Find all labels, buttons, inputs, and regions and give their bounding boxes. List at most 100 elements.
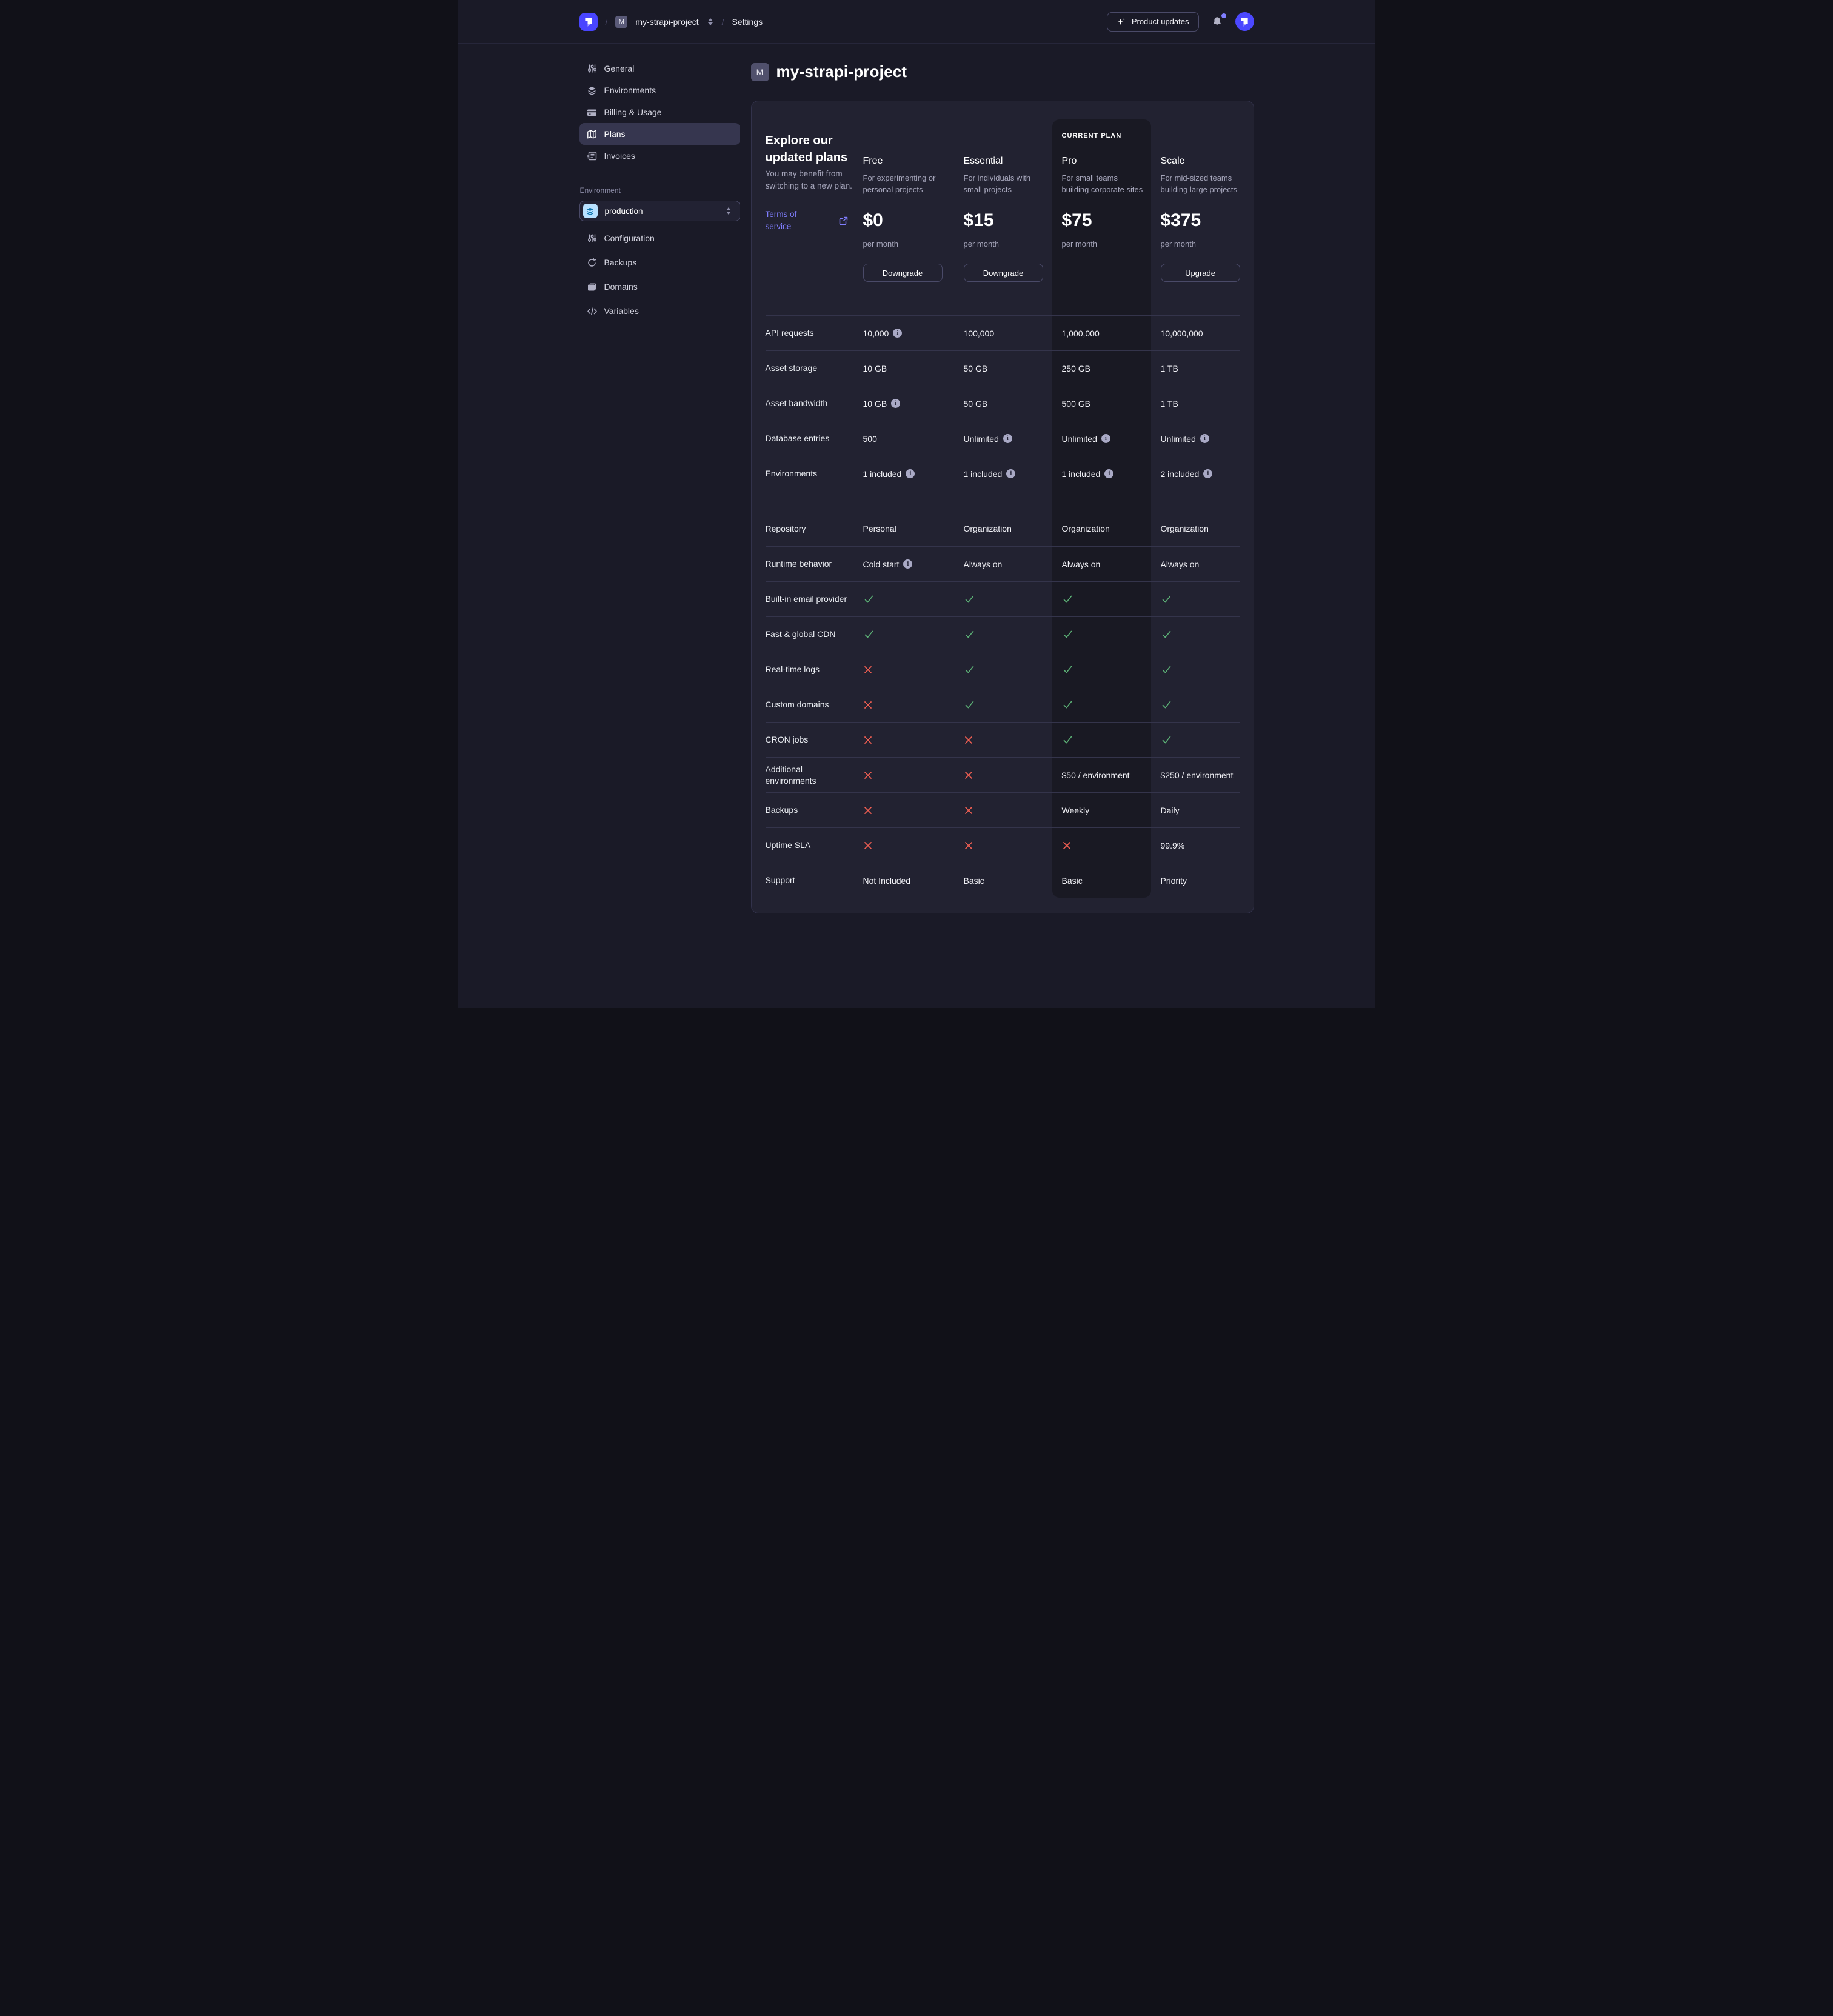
feature-value-cell: 10,000 i	[863, 316, 964, 350]
notifications-bell-icon[interactable]	[1211, 13, 1226, 28]
plan-description: For experimenting or personal projects	[863, 173, 936, 194]
sidebar-item-variables[interactable]: Variables	[579, 299, 740, 323]
plan-column-pro: CURRENT PLAN Pro For small teams building …	[1052, 101, 1161, 315]
feature-value-cell: Basic	[964, 863, 1062, 898]
downgrade-button[interactable]: Downgrade	[963, 264, 1043, 282]
breadcrumb-project-name[interactable]: my-strapi-project	[635, 16, 699, 27]
feature-value: Always on	[1061, 559, 1101, 569]
feature-value-cell: Unlimited i	[1161, 421, 1240, 456]
plan-name: Essential	[963, 156, 1003, 166]
feature-value-cell	[863, 582, 964, 616]
info-icon[interactable]: i	[903, 559, 913, 569]
plan-name: Scale	[1160, 156, 1185, 166]
feature-value-cell: Basic	[1052, 863, 1161, 898]
sliders-icon	[587, 233, 598, 243]
feature-value-cell: 1,000,000	[1052, 315, 1161, 350]
feature-value: 10 GB	[863, 363, 887, 373]
feature-value-cell	[1161, 652, 1240, 687]
sidebar-item-backups[interactable]: Backups	[579, 250, 740, 275]
terms-of-service-link[interactable]: Terms of service	[765, 210, 797, 231]
environment-select-chevrons-icon	[725, 206, 732, 216]
breadcrumb-separator-2: /	[721, 16, 724, 27]
plan-description: For individuals with small projects	[963, 173, 1031, 194]
sliders-icon	[587, 64, 598, 73]
feature-value: $50 / environment	[1061, 770, 1130, 780]
info-icon[interactable]: i	[906, 469, 915, 478]
sidebar-item-label: Plans	[604, 129, 626, 139]
feature-value-cell: 10 GB i	[863, 386, 964, 421]
plan-column-essential: Essential For individuals with small proj…	[963, 101, 1062, 315]
sidebar-item-general[interactable]: General	[579, 58, 740, 79]
feature-value: Personal	[863, 524, 896, 533]
feature-value-cell	[863, 723, 964, 757]
user-avatar[interactable]	[1235, 12, 1254, 31]
feature-value-cell	[964, 723, 1062, 757]
feature-row: Custom domains	[765, 687, 1240, 722]
feature-label: Asset storage	[765, 363, 818, 373]
sidebar-item-domains[interactable]: Domains	[579, 275, 740, 299]
plan-price: $75	[1061, 210, 1092, 230]
sparkle-icon	[1117, 17, 1126, 27]
feature-row: Support Not Included Basic Basic Priority	[765, 863, 1240, 898]
cross-icon	[863, 665, 873, 675]
feature-value: Unlimited	[1160, 433, 1196, 444]
feature-row: Repository Personal Organization Organizati…	[766, 510, 1240, 546]
info-icon[interactable]: i	[1104, 469, 1114, 478]
feature-value-cell	[863, 652, 964, 687]
check-icon	[1161, 734, 1172, 746]
sidebar-item-label: Variables	[604, 306, 639, 316]
project-switcher-icon[interactable]	[707, 17, 714, 27]
info-icon[interactable]: i	[1200, 434, 1209, 443]
downgrade-button[interactable]: Downgrade	[863, 264, 943, 282]
sidebar-item-billing-usage[interactable]: Billing & Usage	[579, 101, 740, 123]
plan-price: $0	[863, 210, 883, 230]
feature-value-cell	[863, 828, 964, 863]
header: / M my-strapi-project / Settings Product…	[458, 0, 1375, 44]
feature-value: 1,000,000	[1061, 328, 1100, 338]
environment-select[interactable]: production	[579, 201, 740, 221]
feature-value: 10,000	[863, 328, 889, 338]
feature-value-cell	[964, 582, 1062, 616]
feature-label: Additional environments	[765, 764, 816, 786]
layers-icon	[587, 85, 598, 96]
feature-value-cell	[863, 758, 964, 792]
plan-price: $15	[963, 210, 994, 230]
sidebar-item-plans[interactable]: Plans	[579, 123, 740, 145]
info-icon[interactable]: i	[1003, 434, 1012, 443]
feature-value-cell: 99.9%	[1161, 828, 1240, 863]
feature-value-cell: Organization	[1052, 510, 1161, 546]
info-icon[interactable]: i	[1006, 469, 1016, 478]
feature-label: CRON jobs	[765, 735, 809, 744]
info-icon[interactable]: i	[893, 329, 903, 338]
feature-row: Environments 1 included i 1 included i 1 incl…	[765, 456, 1240, 491]
section-spacer	[766, 490, 1240, 511]
feature-row: CRON jobs	[765, 722, 1240, 757]
feature-row: Real-time logs	[765, 652, 1240, 687]
feature-label: Built-in email provider	[765, 594, 847, 604]
strapi-mark-icon	[583, 16, 594, 27]
cross-icon	[863, 806, 873, 815]
cross-icon	[1062, 841, 1072, 850]
plan-period: per month	[1061, 239, 1098, 249]
svg-text:$: $	[587, 155, 589, 159]
sidebar-item-configuration[interactable]: Configuration	[579, 226, 740, 250]
feature-value-cell: Personal	[863, 511, 964, 546]
feature-row: Database entries 500 Unlimited i Unlimited i U…	[765, 421, 1240, 456]
info-icon[interactable]: i	[1203, 469, 1213, 478]
strapi-logo[interactable]	[579, 12, 598, 31]
feature-value: Organization	[1160, 524, 1209, 533]
sidebar-item-environments[interactable]: Environments	[579, 79, 740, 101]
feature-value: 99.9%	[1160, 840, 1185, 850]
sidebar-item-invoices[interactable]: $ Invoices	[579, 145, 740, 167]
feature-value-cell: Weekly	[1052, 792, 1161, 827]
feature-label: Fast & global CDN	[765, 629, 836, 639]
feature-value-cell: Cold start i	[863, 547, 964, 581]
product-updates-button[interactable]: Product updates	[1106, 12, 1199, 32]
info-icon[interactable]: i	[891, 399, 901, 408]
cross-icon	[964, 806, 973, 815]
upgrade-button[interactable]: Upgrade	[1160, 264, 1240, 282]
feature-value-cell: 2 included i	[1161, 456, 1240, 491]
info-icon[interactable]: i	[1101, 434, 1110, 443]
feature-value-cell: Unlimited i	[964, 421, 1062, 456]
feature-value: Weekly	[1061, 805, 1090, 815]
